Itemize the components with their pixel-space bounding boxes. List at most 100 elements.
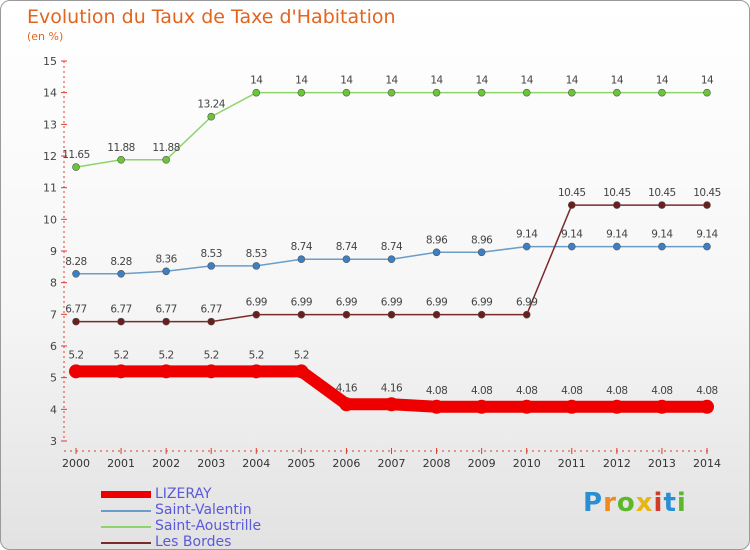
data-label: 10.45	[693, 187, 721, 199]
data-label: 4.16	[381, 382, 403, 394]
data-point	[204, 364, 219, 379]
data-point	[522, 242, 531, 251]
data-point	[207, 262, 216, 270]
y-tick-label: 6	[50, 340, 57, 353]
data-label: 10.45	[558, 187, 586, 199]
data-label: 9.14	[696, 229, 718, 241]
chart-title: Evolution du Taux de Taxe d'Habitation	[27, 6, 396, 28]
data-label: 11.65	[62, 149, 90, 161]
logo-letter: t	[663, 488, 677, 518]
data-label: 6.99	[246, 297, 267, 309]
data-point	[162, 317, 170, 326]
legend-swatch-lizeray	[101, 491, 151, 498]
data-label: 14	[475, 75, 488, 87]
x-tick-label: 2012	[603, 457, 631, 470]
data-label: 5.2	[294, 349, 309, 361]
logo-letter: o	[616, 488, 636, 518]
logo-letter: r	[603, 488, 617, 518]
data-point	[72, 317, 80, 326]
data-label: 14	[340, 75, 353, 87]
data-point	[432, 88, 441, 97]
data-point	[477, 248, 486, 257]
data-point	[117, 317, 125, 326]
data-label: 4.08	[561, 385, 582, 397]
y-tick-label: 3	[50, 435, 57, 448]
data-point	[658, 242, 666, 251]
x-tick-label: 2003	[197, 457, 225, 470]
data-point	[567, 201, 576, 209]
data-point	[297, 88, 306, 97]
data-label: 8.74	[336, 241, 358, 253]
data-label: 4.08	[516, 385, 537, 397]
data-label: 10.45	[603, 187, 631, 199]
data-point	[207, 317, 216, 326]
data-label: 14	[656, 75, 669, 87]
data-label: 9.14	[561, 229, 583, 241]
x-tick-label: 2002	[152, 457, 180, 470]
x-tick-label: 2014	[693, 457, 721, 470]
data-point	[609, 399, 624, 414]
data-label: 6.99	[426, 297, 447, 309]
legend-label-les-bordes: Les Bordes	[155, 534, 232, 550]
data-point	[654, 399, 669, 414]
data-point	[384, 397, 399, 412]
data-point	[429, 399, 444, 414]
data-label: 6.99	[516, 297, 537, 309]
data-point	[703, 242, 711, 251]
logo-letter: x	[635, 488, 654, 518]
data-label: 8.28	[65, 256, 86, 268]
legend-swatch-saint-aoustrille	[101, 526, 151, 528]
data-label: 4.08	[426, 385, 447, 397]
data-point	[114, 364, 129, 379]
legend-swatch-saint-valentin	[101, 510, 151, 512]
legend-label-saint-valentin: Saint-Valentin	[155, 502, 252, 518]
data-point	[387, 255, 396, 264]
data-label: 6.99	[291, 297, 312, 309]
data-label: 14	[250, 75, 263, 87]
data-label: 6.77	[201, 304, 222, 316]
data-point	[522, 88, 531, 97]
data-label: 5.2	[113, 349, 128, 361]
data-point	[297, 310, 306, 319]
legend-swatch-les-bordes	[101, 542, 151, 544]
data-point	[117, 156, 125, 164]
data-label: 9.14	[606, 229, 628, 241]
data-label: 8.74	[381, 241, 403, 253]
data-point	[387, 88, 396, 97]
logo-letter: i	[676, 488, 687, 518]
data-point	[700, 399, 714, 414]
data-label: 6.99	[336, 297, 357, 309]
data-label: 14	[295, 75, 308, 87]
y-tick-label: 12	[43, 150, 57, 163]
legend-item-lizeray: LIZERAY	[101, 486, 321, 503]
x-tick-label: 2006	[332, 457, 360, 470]
data-point	[252, 310, 261, 319]
data-point	[72, 269, 80, 278]
data-label: 11.88	[152, 142, 180, 154]
data-point	[564, 399, 579, 414]
x-tick-label: 2013	[648, 457, 676, 470]
legend-item-saint-aoustrille: Saint-Aoustrille	[101, 518, 321, 535]
data-label: 4.08	[606, 385, 627, 397]
legend-item-les-bordes: Les Bordes	[101, 534, 321, 550]
data-point	[432, 248, 441, 257]
y-tick-label: 9	[50, 245, 57, 258]
data-point	[613, 88, 621, 97]
data-label: 8.96	[471, 234, 493, 246]
proxiti-logo: Proxiti	[583, 488, 687, 518]
data-point	[432, 310, 441, 319]
data-point	[162, 267, 170, 276]
x-tick-label: 2007	[378, 457, 406, 470]
data-point	[613, 242, 621, 251]
data-point	[159, 364, 174, 379]
x-tick-label: 2001	[107, 457, 135, 470]
data-point	[339, 397, 354, 412]
data-label: 4.08	[696, 385, 717, 397]
y-tick-label: 13	[43, 118, 57, 131]
x-tick-label: 2010	[513, 457, 541, 470]
data-label: 14	[385, 75, 398, 87]
data-label: 6.99	[471, 297, 492, 309]
x-tick-label: 2011	[558, 457, 586, 470]
data-point	[252, 262, 261, 270]
